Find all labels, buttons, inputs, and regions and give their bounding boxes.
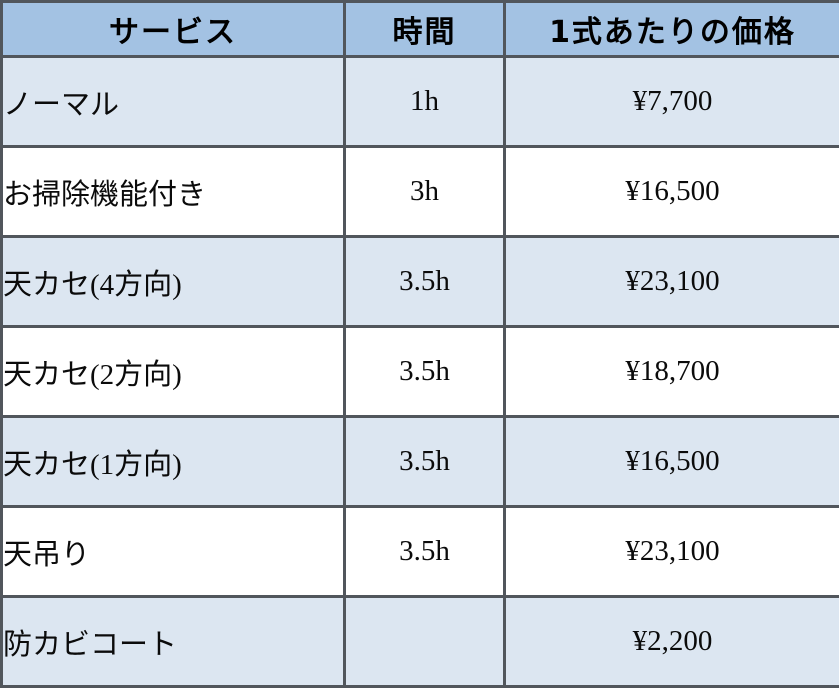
cell-time: 3.5h: [343, 235, 506, 328]
cell-service: 防カビコート: [0, 595, 346, 688]
table-row: 防カビコート ¥2,200: [0, 595, 839, 688]
header-cell-price: 1式あたりの価格: [503, 0, 839, 58]
header-cell-time: 時間: [343, 0, 506, 58]
cell-price: ¥16,500: [503, 415, 839, 508]
cell-price: ¥18,700: [503, 325, 839, 418]
table-row: 天カセ(1方向) 3.5h ¥16,500: [0, 415, 839, 508]
cell-price: ¥2,200: [503, 595, 839, 688]
cell-price: ¥23,100: [503, 235, 839, 328]
cell-service: 天カセ(2方向): [0, 325, 346, 418]
table-row: 天カセ(4方向) 3.5h ¥23,100: [0, 235, 839, 328]
cell-service: ノーマル: [0, 55, 346, 148]
cell-service: 天カセ(4方向): [0, 235, 346, 328]
table-row: ノーマル 1h ¥7,700: [0, 55, 839, 148]
header-cell-service: サービス: [0, 0, 346, 58]
table-header-row: サービス 時間 1式あたりの価格: [0, 0, 839, 58]
cell-time: 3.5h: [343, 415, 506, 508]
cell-time: 3h: [343, 145, 506, 238]
table-row: 天吊り 3.5h ¥23,100: [0, 505, 839, 598]
cell-price: ¥23,100: [503, 505, 839, 598]
cell-price: ¥7,700: [503, 55, 839, 148]
cell-time-empty: [343, 595, 506, 688]
cell-service: お掃除機能付き: [0, 145, 346, 238]
table-row: お掃除機能付き 3h ¥16,500: [0, 145, 839, 238]
cell-time: 3.5h: [343, 505, 506, 598]
cell-time: 3.5h: [343, 325, 506, 418]
table-row: 天カセ(2方向) 3.5h ¥18,700: [0, 325, 839, 418]
cell-time: 1h: [343, 55, 506, 148]
cell-service: 天カセ(1方向): [0, 415, 346, 508]
cell-service: 天吊り: [0, 505, 346, 598]
cell-price: ¥16,500: [503, 145, 839, 238]
